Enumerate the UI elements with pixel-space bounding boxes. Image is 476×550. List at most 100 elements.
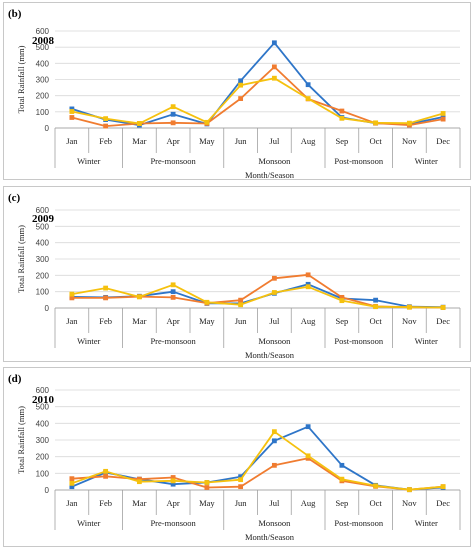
series-3-point xyxy=(103,468,109,474)
series-line-3 xyxy=(71,77,444,125)
x-tick-label: Jul xyxy=(269,136,280,146)
series-line-1 xyxy=(71,425,444,491)
series-1-point xyxy=(69,484,75,490)
series-3-point xyxy=(170,478,176,484)
x-axis-title: Month/Season xyxy=(245,350,295,360)
chart-title: 2008 xyxy=(32,35,55,47)
series-line-1 xyxy=(71,283,444,309)
y-tick-label: 400 xyxy=(36,59,50,68)
series-3-point xyxy=(103,116,109,122)
series-2-point xyxy=(136,476,142,482)
x-tick-label: Sep xyxy=(336,136,349,146)
series-2-point xyxy=(271,462,277,468)
series-1-point xyxy=(238,474,244,480)
season-label: Winter xyxy=(415,156,438,166)
x-tick-label: May xyxy=(199,136,215,146)
series-2-point xyxy=(170,294,176,300)
x-tick-label: Aug xyxy=(301,316,316,326)
x-tick-label: Apr xyxy=(167,136,180,146)
x-axis-title: Month/Season xyxy=(245,170,295,180)
x-tick-label: Nov xyxy=(402,316,417,326)
series-3-point xyxy=(69,480,75,486)
x-tick-label: Jul xyxy=(269,498,280,508)
x-tick-label: Jun xyxy=(235,498,248,508)
series-3-point xyxy=(406,487,412,493)
series-3-point xyxy=(204,299,210,305)
chart-title: 2009 xyxy=(32,213,55,225)
series-3-point xyxy=(339,476,345,482)
series-3-point xyxy=(136,479,142,485)
y-tick-label: 500 xyxy=(36,222,50,231)
series-2-point xyxy=(271,64,277,70)
series-3-point xyxy=(170,104,176,110)
series-2-point xyxy=(69,295,75,301)
series-2-point xyxy=(339,294,345,300)
series-3-point xyxy=(406,304,412,310)
series-3-point xyxy=(271,75,277,81)
x-tick-label: Apr xyxy=(167,316,180,326)
season-label: Winter xyxy=(415,518,438,528)
series-2-point xyxy=(238,96,244,101)
series-3-point xyxy=(305,453,311,459)
series-1-point xyxy=(170,289,176,295)
season-label: Post-monsoon xyxy=(334,156,383,166)
x-tick-label: Oct xyxy=(369,498,382,508)
series-3-point xyxy=(373,483,379,489)
series-line-3 xyxy=(71,283,444,309)
series-1-point xyxy=(69,106,75,112)
season-label: Monsoon xyxy=(258,518,291,528)
series-3-point xyxy=(238,302,244,308)
series-3-point xyxy=(69,109,75,114)
series-1-point xyxy=(305,82,311,88)
x-tick-label: Nov xyxy=(402,498,417,508)
series-1-point xyxy=(373,297,379,303)
series-3-point xyxy=(136,121,142,126)
x-tick-label: Mar xyxy=(132,136,146,146)
series-1-point xyxy=(271,40,277,46)
series-3-point xyxy=(440,305,446,310)
series-2-point xyxy=(170,120,176,126)
x-tick-label: Sep xyxy=(336,316,349,326)
panel-label: (d) xyxy=(8,373,22,385)
series-1-point xyxy=(305,281,311,287)
series-2-point xyxy=(305,272,311,278)
season-label: Winter xyxy=(415,336,438,346)
series-2-point xyxy=(103,295,109,301)
season-label: Pre-monsoon xyxy=(150,518,196,528)
series-2-point xyxy=(238,484,244,490)
season-label: Monsoon xyxy=(258,336,291,346)
series-2-point xyxy=(103,123,109,129)
y-tick-label: 600 xyxy=(36,27,50,36)
x-tick-label: Jun xyxy=(235,316,248,326)
series-2-point xyxy=(69,476,75,482)
x-tick-label: Oct xyxy=(369,136,382,146)
x-tick-label: May xyxy=(199,316,215,326)
x-tick-label: Feb xyxy=(99,136,112,146)
panel-label: (b) xyxy=(8,8,22,20)
season-label: Monsoon xyxy=(258,156,291,166)
y-tick-label: 0 xyxy=(45,304,50,313)
x-axis-title: Month/Season xyxy=(245,532,295,542)
x-tick-label: Nov xyxy=(402,136,417,146)
chart-panel-2010: (d) 2010 0 100 200 300 400 500 600 Total Rainfall… xyxy=(8,373,461,542)
y-axis-title: Total Rainfall (mm) xyxy=(16,225,26,293)
series-line-2 xyxy=(71,66,444,127)
series-2-point xyxy=(339,108,345,114)
x-tick-label: Jan xyxy=(66,316,78,326)
series-line-2 xyxy=(71,457,444,491)
chart-panel-2009: (c) 2009 0 100 200 300 400 500 600 Total Rainfall… xyxy=(8,192,461,360)
y-axis-title: Total Rainfall (mm) xyxy=(16,45,26,113)
series-1-point xyxy=(170,111,176,117)
y-tick-label: 400 xyxy=(36,239,50,248)
series-1-point xyxy=(170,481,176,487)
series-3-point xyxy=(305,96,311,101)
series-3-point xyxy=(204,119,210,125)
x-tick-label: Aug xyxy=(301,498,316,508)
season-label: Winter xyxy=(77,156,100,166)
series-2-point xyxy=(103,473,109,479)
series-3-point xyxy=(136,294,142,300)
y-tick-label: 100 xyxy=(36,108,50,117)
x-tick-label: Aug xyxy=(301,136,316,146)
y-tick-label: 200 xyxy=(36,271,50,280)
